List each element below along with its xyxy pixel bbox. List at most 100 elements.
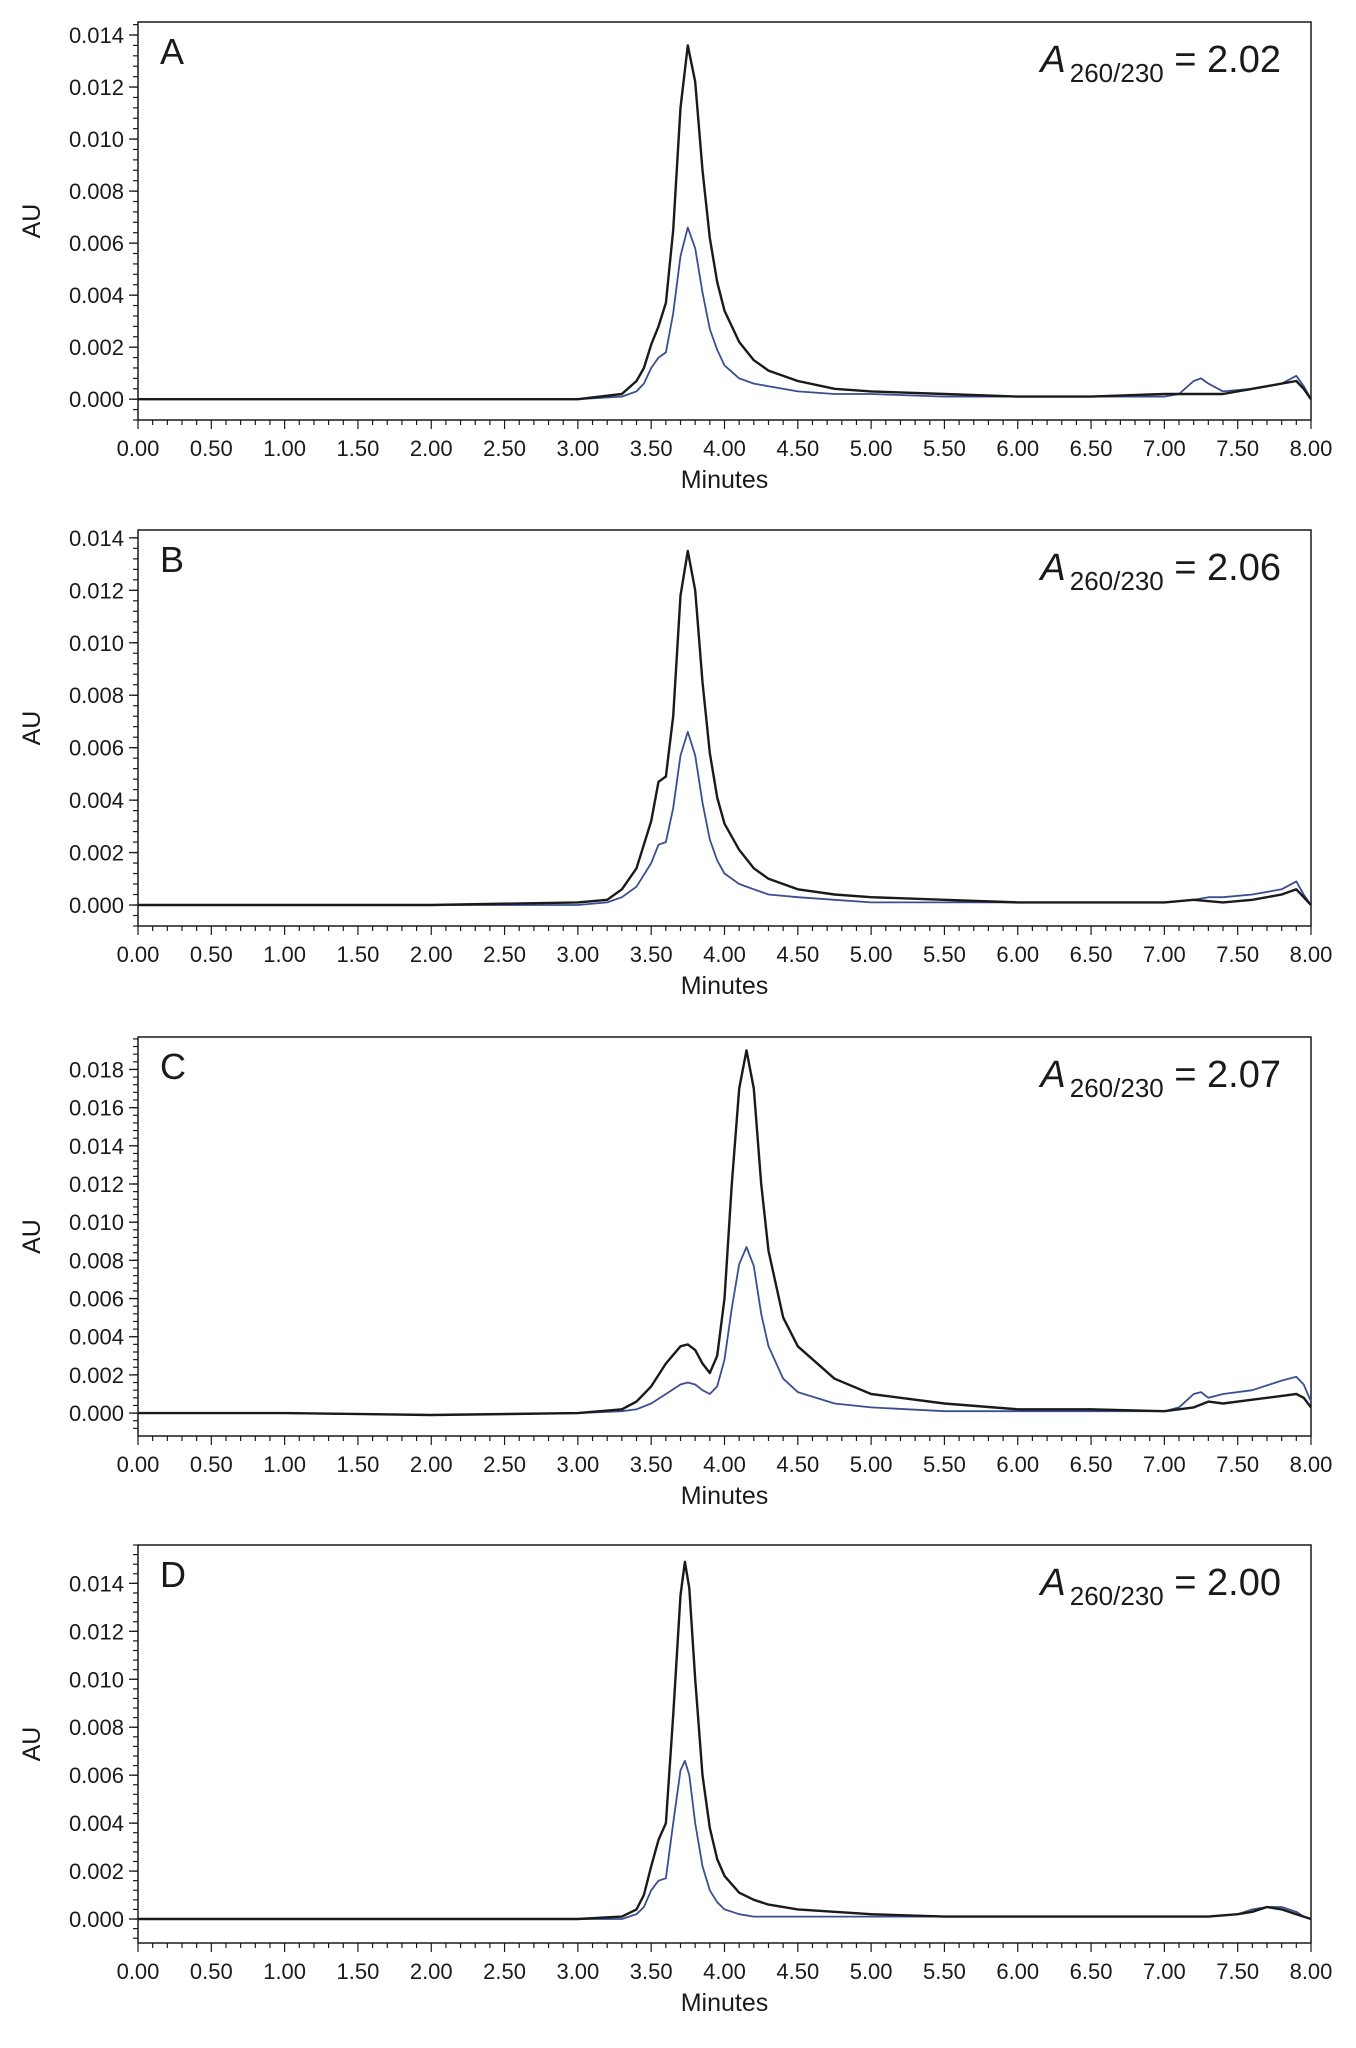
y-tick-label: 0.002 (69, 1363, 124, 1388)
x-tick-label: 3.00 (556, 942, 599, 967)
y-tick-label: 0.012 (69, 1172, 124, 1197)
x-tick-label: 5.00 (850, 1959, 893, 1984)
x-tick-label: 6.50 (1070, 1959, 1113, 1984)
x-tick-label: 2.50 (483, 942, 526, 967)
y-tick-label: 0.000 (69, 387, 124, 412)
ratio-subscript: 260/230 (1070, 566, 1164, 596)
y-tick-label: 0.004 (69, 283, 124, 308)
x-tick-label: 0.00 (117, 1959, 160, 1984)
absorbance-ratio-annotation: A 260/230 = 2.06 (1038, 547, 1281, 596)
trace-blue (138, 226, 1312, 401)
x-tick-label: 4.50 (776, 1452, 819, 1477)
x-tick-label: 7.50 (1216, 1959, 1259, 1984)
y-tick-label: 0.006 (69, 1763, 124, 1788)
y-axis-title: AU (18, 711, 46, 746)
y-tick-label: 0.010 (69, 1667, 124, 1692)
x-tick-label: 1.50 (337, 436, 380, 461)
x-tick-label: 2.50 (483, 436, 526, 461)
x-tick-label: 1.00 (263, 1452, 306, 1477)
x-tick-label: 2.00 (410, 1452, 453, 1477)
ratio-value: = 2.00 (1164, 1562, 1281, 1604)
y-tick-label: 0.008 (69, 1715, 124, 1740)
x-tick-label: 5.00 (850, 436, 893, 461)
x-tick-label: 7.00 (1143, 942, 1186, 967)
trace-blue (138, 1759, 1312, 1920)
x-axis-title: Minutes (681, 1482, 769, 1510)
x-tick-label: 8.00 (1290, 1959, 1333, 1984)
x-tick-label: 2.00 (410, 942, 453, 967)
x-tick-label: 1.50 (337, 1959, 380, 1984)
chart-panel-c: 0.00 0.50 1.00 1.50 2.00 2.50 3.00 3.50 4.00 4.50… (18, 1036, 1333, 1510)
y-tick-label: 0.018 (69, 1057, 124, 1082)
x-tick-label: 4.00 (703, 1959, 746, 1984)
trace-black (138, 549, 1312, 907)
y-tick-label: 0.014 (69, 23, 124, 48)
trace-blue (138, 1246, 1312, 1416)
y-tick-label: 0.000 (69, 1907, 124, 1932)
absorbance-ratio-annotation: A 260/230 = 2.00 (1038, 1562, 1281, 1611)
panel-label: C (160, 1046, 186, 1087)
y-axis-title: AU (18, 1219, 46, 1254)
x-tick-label: 5.50 (923, 942, 966, 967)
x-tick-label: 6.00 (996, 436, 1039, 461)
y-tick-label: 0.014 (69, 526, 124, 551)
ratio-value: = 2.06 (1164, 547, 1281, 589)
x-tick-label: 3.00 (556, 436, 599, 461)
x-axis-title: Minutes (681, 466, 769, 494)
x-tick-label: 3.00 (556, 1452, 599, 1477)
x-tick-label: 1.00 (263, 436, 306, 461)
y-tick-label: 0.006 (69, 1287, 124, 1312)
absorbance-ratio-annotation: A 260/230 = 2.02 (1038, 39, 1281, 88)
x-tick-label: 8.00 (1290, 942, 1333, 967)
x-tick-label: 5.00 (850, 1452, 893, 1477)
x-tick-label: 6.00 (996, 1452, 1039, 1477)
y-tick-label: 0.006 (69, 736, 124, 761)
x-tick-label: 1.50 (337, 942, 380, 967)
absorbance-ratio-annotation: A 260/230 = 2.07 (1038, 1054, 1281, 1103)
y-tick-label: 0.008 (69, 683, 124, 708)
chart-panel-a: 0.00 0.50 1.00 1.50 2.00 2.50 3.00 3.50 4.00 4.50… (18, 21, 1332, 494)
x-tick-label: 0.50 (190, 436, 233, 461)
x-tick-label: 3.00 (556, 1959, 599, 1984)
x-tick-label: 0.50 (190, 1959, 233, 1984)
y-tick-label: 0.008 (69, 1248, 124, 1273)
x-tick-label: 6.50 (1070, 942, 1113, 967)
chart-panel-b: 0.00 0.50 1.00 1.50 2.00 2.50 3.00 3.50 4.00 4.50… (18, 526, 1332, 1000)
x-tick-label: 4.00 (703, 436, 746, 461)
x-tick-label: 4.00 (703, 942, 746, 967)
x-tick-label: 3.50 (630, 1959, 673, 1984)
ratio-symbol: A (1038, 39, 1065, 81)
trace-black (138, 1049, 1312, 1417)
x-tick-label: 2.00 (410, 1959, 453, 1984)
x-tick-label: 5.50 (923, 436, 966, 461)
x-tick-label: 1.00 (263, 942, 306, 967)
y-tick-label: 0.014 (69, 1134, 124, 1159)
y-tick-label: 0.002 (69, 841, 124, 866)
x-tick-label: 8.00 (1290, 1452, 1333, 1477)
panel-label: B (160, 539, 184, 580)
y-tick-label: 0.016 (69, 1096, 124, 1121)
x-tick-label: 4.00 (703, 1452, 746, 1477)
x-tick-label: 1.00 (263, 1959, 306, 1984)
y-tick-label: 0.000 (69, 1401, 124, 1426)
x-tick-label: 2.00 (410, 436, 453, 461)
x-tick-label: 4.50 (776, 942, 819, 967)
y-tick-label: 0.004 (69, 1811, 124, 1836)
y-tick-label: 0.010 (69, 631, 124, 656)
ratio-value: = 2.07 (1164, 1054, 1281, 1096)
x-tick-label: 0.50 (190, 1452, 233, 1477)
ratio-symbol: A (1038, 1562, 1065, 1604)
y-tick-label: 0.002 (69, 1859, 124, 1884)
ratio-subscript: 260/230 (1070, 1581, 1164, 1611)
y-axis-title: AU (18, 1727, 46, 1762)
x-tick-label: 2.50 (483, 1959, 526, 1984)
x-tick-label: 3.50 (630, 1452, 673, 1477)
chart-panel-d: 0.00 0.50 1.00 1.50 2.00 2.50 3.00 3.50 4.00 4.50… (18, 1544, 1333, 2017)
x-tick-label: 7.00 (1143, 436, 1186, 461)
y-tick-label: 0.010 (69, 127, 124, 152)
x-tick-label: 6.00 (996, 942, 1039, 967)
trace-blue (138, 731, 1312, 906)
y-tick-label: 0.004 (69, 1325, 124, 1350)
x-tick-label: 3.50 (630, 942, 673, 967)
